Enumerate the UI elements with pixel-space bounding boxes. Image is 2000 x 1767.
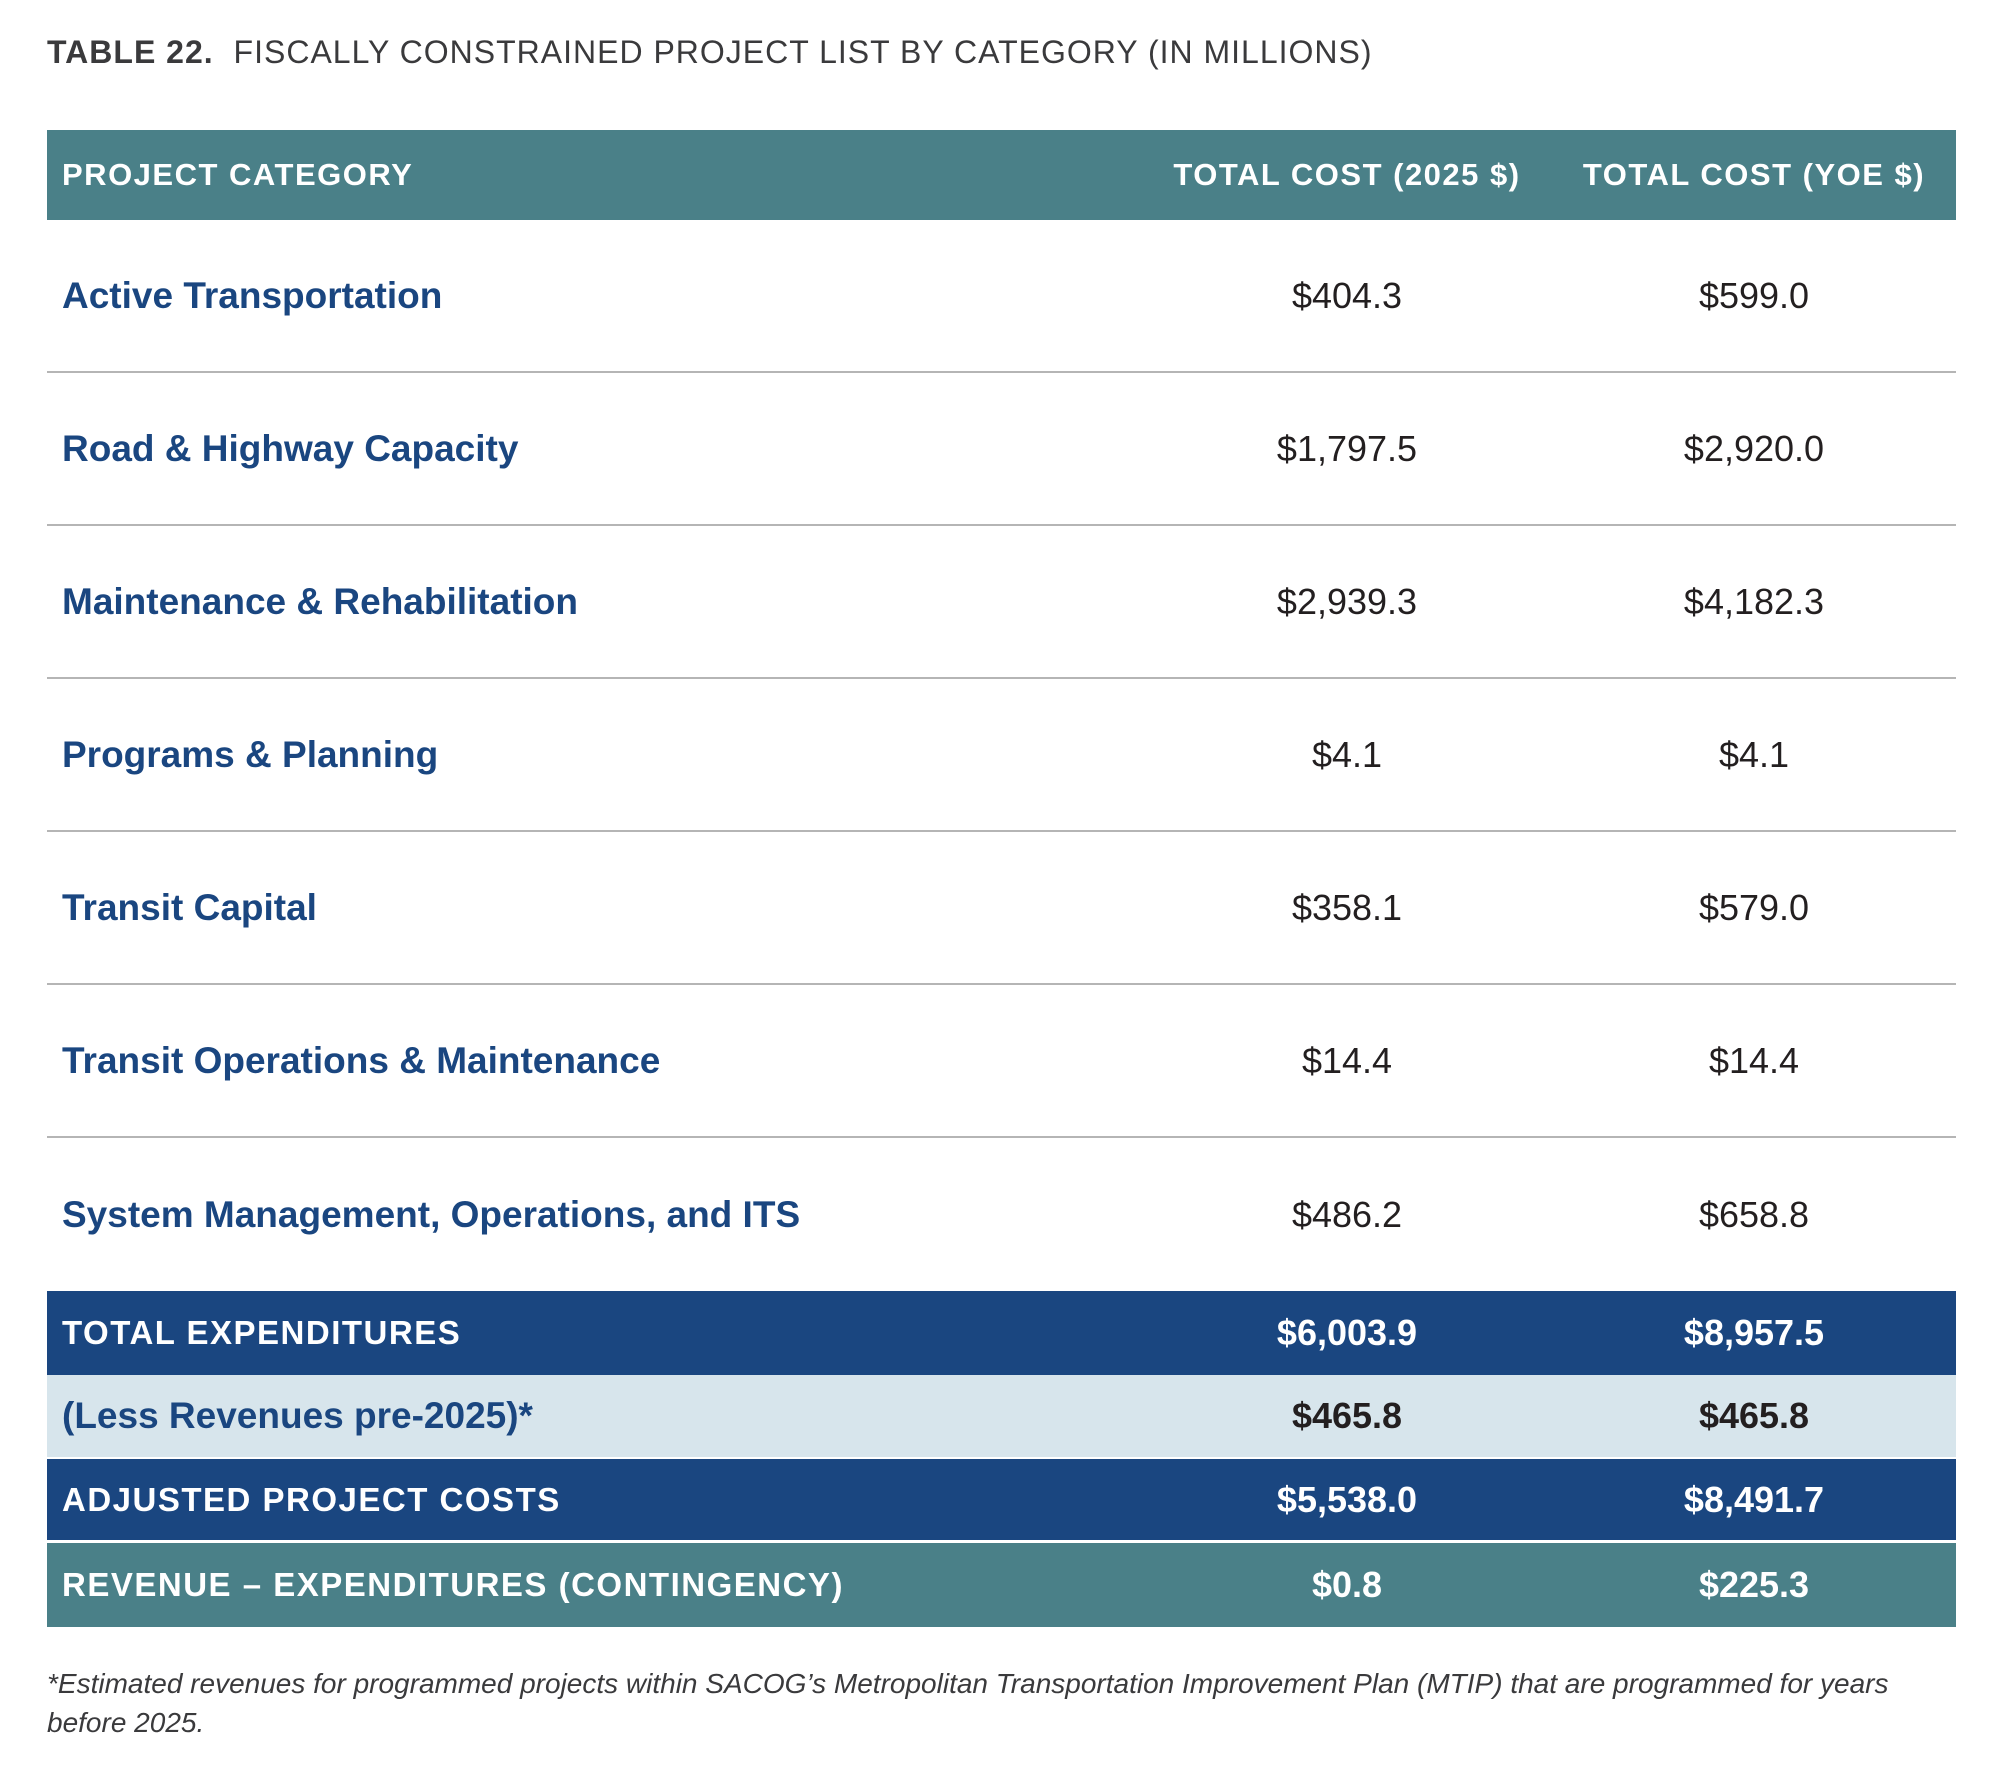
- row-category: Maintenance & Rehabilitation: [62, 580, 579, 622]
- row-cost-2025: $1,797.5: [1276, 427, 1418, 469]
- less-revenues-yoe: $465.8: [1698, 1395, 1810, 1436]
- table-row: Active Transportation $404.3 $599.0: [47, 220, 1956, 373]
- total-expenditures-row: TOTAL EXPENDITURES $6,003.9 $8,957.5: [47, 1291, 1956, 1375]
- contingency-row: REVENUE – EXPENDITURES (CONTINGENCY) $0.…: [47, 1543, 1956, 1627]
- adjusted-project-costs-row: ADJUSTED PROJECT COSTS $5,538.0 $8,491.7: [47, 1459, 1956, 1543]
- row-cost-2025: $404.3: [1291, 274, 1403, 316]
- row-cost-yoe: $599.0: [1698, 274, 1810, 316]
- table-row: Road & Highway Capacity $1,797.5 $2,920.…: [47, 373, 1956, 526]
- row-cost-yoe: $4.1: [1718, 733, 1790, 775]
- less-revenues-2025: $465.8: [1291, 1395, 1403, 1436]
- row-cost-2025: $486.2: [1291, 1193, 1403, 1235]
- total-expenditures-2025: $6,003.9: [1276, 1312, 1418, 1353]
- table-row: Programs & Planning $4.1 $4.1: [47, 679, 1956, 832]
- table-footnote: *Estimated revenues for programmed proje…: [47, 1668, 1889, 1738]
- contingency-label: REVENUE – EXPENDITURES (CONTINGENCY): [62, 1566, 844, 1603]
- table-row: Maintenance & Rehabilitation $2,939.3 $4…: [47, 526, 1956, 679]
- row-category: Programs & Planning: [62, 733, 439, 775]
- row-cost-2025: $4.1: [1311, 733, 1383, 775]
- table-row: Transit Operations & Maintenance $14.4 $…: [47, 985, 1956, 1138]
- table-number: TABLE 22.: [47, 34, 214, 70]
- row-category: Active Transportation: [62, 274, 443, 316]
- less-revenues-label: (Less Revenues pre-2025)*: [62, 1395, 533, 1436]
- less-revenues-row: (Less Revenues pre-2025)* $465.8 $465.8: [47, 1375, 1956, 1459]
- table-caption: TABLE 22. FISCALLY CONSTRAINED PROJECT L…: [47, 34, 1373, 71]
- header-total-cost-yoe: TOTAL COST (YOE $): [1582, 157, 1926, 192]
- header-total-cost-2025: TOTAL COST (2025 $): [1173, 157, 1521, 192]
- row-cost-yoe: $658.8: [1698, 1193, 1810, 1235]
- adjusted-project-costs-2025: $5,538.0: [1276, 1478, 1418, 1520]
- row-category: Transit Operations & Maintenance: [62, 1039, 661, 1081]
- contingency-2025: $0.8: [1311, 1564, 1383, 1605]
- adjusted-project-costs-yoe: $8,491.7: [1683, 1478, 1825, 1520]
- table-row: Transit Capital $358.1 $579.0: [47, 832, 1956, 985]
- row-cost-yoe: $14.4: [1708, 1039, 1800, 1081]
- header-project-category: PROJECT CATEGORY: [62, 157, 414, 192]
- row-cost-yoe: $2,920.0: [1683, 427, 1825, 469]
- table-row: System Management, Operations, and ITS $…: [47, 1138, 1956, 1291]
- row-cost-yoe: $579.0: [1698, 886, 1810, 928]
- row-cost-2025: $14.4: [1301, 1039, 1393, 1081]
- table-header-row: PROJECT CATEGORY TOTAL COST (2025 $) TOT…: [47, 130, 1956, 220]
- total-expenditures-yoe: $8,957.5: [1683, 1312, 1825, 1353]
- total-expenditures-label: TOTAL EXPENDITURES: [62, 1314, 462, 1351]
- row-category: System Management, Operations, and ITS: [62, 1193, 801, 1235]
- table-title: FISCALLY CONSTRAINED PROJECT LIST BY CAT…: [233, 34, 1373, 70]
- adjusted-project-costs-label: ADJUSTED PROJECT COSTS: [62, 1480, 561, 1518]
- row-cost-2025: $2,939.3: [1276, 580, 1418, 622]
- row-category: Transit Capital: [62, 886, 317, 928]
- row-cost-2025: $358.1: [1291, 886, 1403, 928]
- row-category: Road & Highway Capacity: [62, 427, 519, 469]
- contingency-yoe: $225.3: [1698, 1564, 1810, 1605]
- project-cost-table: PROJECT CATEGORY TOTAL COST (2025 $) TOT…: [47, 130, 1956, 1627]
- row-cost-yoe: $4,182.3: [1683, 580, 1825, 622]
